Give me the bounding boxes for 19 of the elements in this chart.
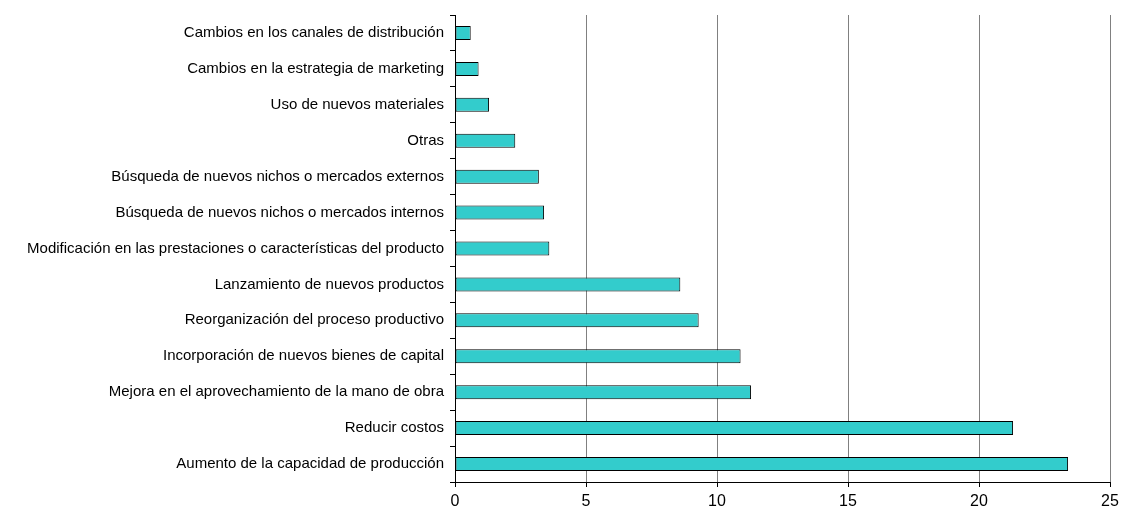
y-tick-label: Uso de nuevos materiales xyxy=(270,94,444,112)
x-tick-label: 10 xyxy=(708,492,726,510)
y-tick-label: Modificación en las prestaciones o características del producto xyxy=(27,238,444,256)
y-tick-label: Reorganización del proceso productivo xyxy=(184,310,444,328)
y-tick-label: Lanzamiento de nuevos productos xyxy=(214,274,444,292)
y-tick-label: Reducir costos xyxy=(344,418,444,436)
y-tick-label: Búsqueda de nuevos nichos o mercados internos xyxy=(115,202,444,220)
y-tick-label: Mejora en el aprovechamiento de la mano de obra xyxy=(108,382,445,400)
x-tick-label: 25 xyxy=(1101,492,1119,510)
x-tick-label: 0 xyxy=(450,492,460,510)
y-tick-label: Aumento de la capacidad de producción xyxy=(176,454,444,472)
y-tick-label: Búsqueda de nuevos nichos o mercados externos xyxy=(111,166,444,184)
x-tick-label: 20 xyxy=(970,492,988,510)
y-tick-label: Incorporación de nuevos bienes de capital xyxy=(162,346,444,364)
y-tick-label: Cambios en la estrategia de marketing xyxy=(187,59,444,77)
x-tick-label: 5 xyxy=(581,492,591,510)
y-tick-label: Otras xyxy=(407,130,444,148)
x-tick-label: 15 xyxy=(839,492,857,510)
y-tick-label: Cambios en los canales de distribución xyxy=(183,23,444,41)
